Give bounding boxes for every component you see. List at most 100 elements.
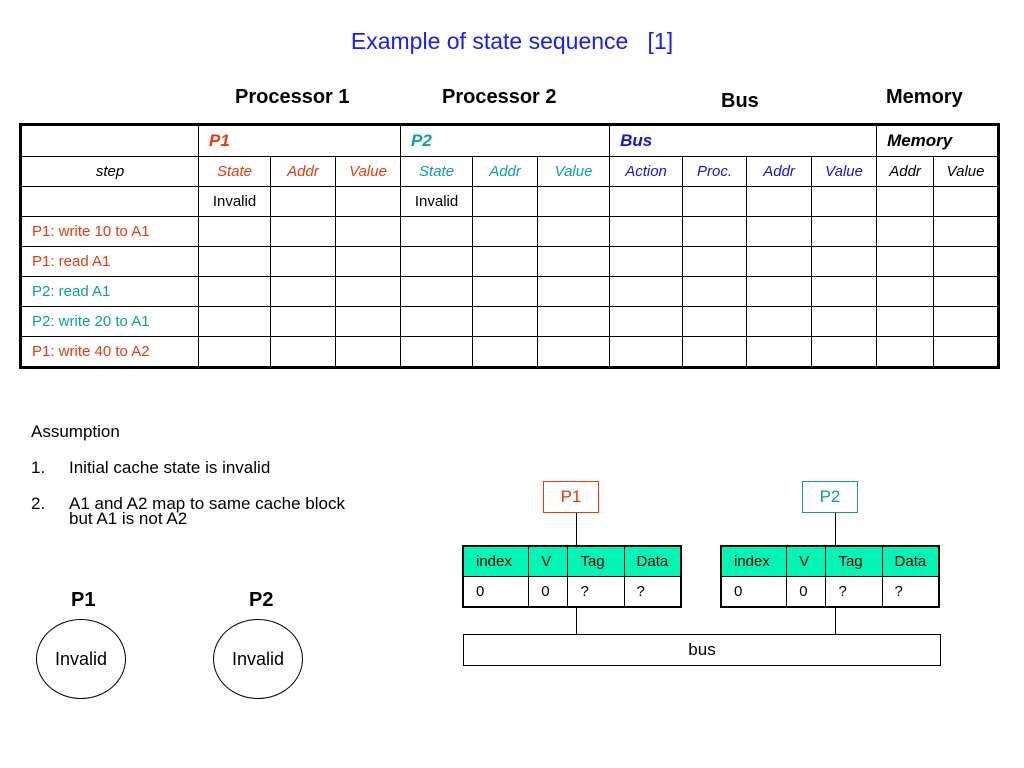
table-cell xyxy=(811,216,878,247)
table-cell xyxy=(876,336,935,368)
empty-header-cell xyxy=(20,124,199,157)
cache-row: 0 0 ? ? xyxy=(720,576,940,608)
p2-state-subheader: State xyxy=(400,156,474,187)
table-cell xyxy=(609,216,684,247)
table-cell xyxy=(472,336,539,368)
table-cell xyxy=(270,276,336,307)
table-cell xyxy=(609,186,684,217)
p2-state-circle-text: Invalid xyxy=(231,648,285,669)
processor2-heading: Processor 2 xyxy=(442,86,557,108)
p2-addr-subheader: Addr xyxy=(472,156,539,187)
p2-state-diagram-label: P2 xyxy=(249,589,274,611)
table-cell xyxy=(682,276,748,307)
table-cell xyxy=(400,336,474,368)
processor1-heading: Processor 1 xyxy=(235,86,350,108)
table-cell xyxy=(198,276,271,307)
table-row: P1: write 10 to A1 xyxy=(20,216,1000,247)
table-row: Invalid Invalid xyxy=(20,186,1000,217)
table-cell xyxy=(472,276,539,307)
memory-addr-subheader: Addr xyxy=(876,156,935,187)
p1-state-circle: Invalid xyxy=(36,619,126,699)
memory-group-header: Memory xyxy=(876,124,1000,157)
table-cell xyxy=(933,216,1000,247)
table-cell xyxy=(537,306,611,337)
table-cell xyxy=(270,306,336,337)
table-row: P2: write 20 to A1 xyxy=(20,306,1000,337)
cache-header-data: Data xyxy=(881,545,940,577)
step-cell: P1: write 40 to A2 xyxy=(20,336,199,368)
p1-processor-box: P1 xyxy=(543,481,599,513)
cache-header-index: index xyxy=(720,545,788,577)
table-cell xyxy=(472,186,539,217)
p1-group-header: P1 xyxy=(197,124,402,157)
table-cell xyxy=(609,276,684,307)
p2-cache-table: index V Tag Data 0 0 ? ? xyxy=(720,545,940,608)
table-cell xyxy=(198,306,271,337)
cache-cell-v: 0 xyxy=(786,576,827,608)
table-cell xyxy=(334,276,402,307)
table-cell xyxy=(537,276,611,307)
table-cell xyxy=(811,306,878,337)
p1-state-diagram-label: P1 xyxy=(71,589,96,611)
p1-cache-table: index V Tag Data 0 0 ? ? xyxy=(462,545,682,608)
table-cell xyxy=(933,336,1000,368)
table-cell xyxy=(746,306,813,337)
state-sequence-table: P1 P2 Bus Memory step State Addr Value S… xyxy=(19,123,1001,369)
bus-proc-subheader: Proc. xyxy=(682,156,748,187)
cache-header-index: index xyxy=(462,545,530,577)
table-cell xyxy=(400,246,474,277)
table-group-header-row: P1 P2 Bus Memory xyxy=(20,124,1000,157)
table-cell xyxy=(933,186,1000,217)
table-cell xyxy=(746,336,813,368)
table-cell xyxy=(198,336,271,368)
assumption-item-number: 1. xyxy=(31,458,46,477)
table-cell xyxy=(746,276,813,307)
table-cell xyxy=(609,306,684,337)
cache-header-v: V xyxy=(528,545,569,577)
table-cell xyxy=(334,216,402,247)
table-cell xyxy=(334,336,402,368)
p1-state-cell: Invalid xyxy=(198,186,271,217)
cache-cell-data: ? xyxy=(623,576,682,608)
cache-cell-tag: ? xyxy=(825,576,883,608)
cache-cell-index: 0 xyxy=(462,576,530,608)
cache-header-tag: Tag xyxy=(825,545,883,577)
bus-box: bus xyxy=(463,634,941,666)
table-cell xyxy=(746,186,813,217)
p1-state-subheader: State xyxy=(198,156,271,187)
table-cell xyxy=(334,186,402,217)
cache-row: 0 0 ? ? xyxy=(462,576,682,608)
step-cell: P2: read A1 xyxy=(20,276,199,307)
table-cell xyxy=(876,246,935,277)
assumption-block: Assumption 1. Initial cache state is inva… xyxy=(31,414,345,527)
memory-heading: Memory xyxy=(886,86,963,108)
cache-header-tag: Tag xyxy=(567,545,625,577)
table-subheader-row: step State Addr Value State Addr Value A… xyxy=(20,156,1000,187)
table-cell xyxy=(811,276,878,307)
table-cell xyxy=(198,216,271,247)
cache-cell-tag: ? xyxy=(567,576,625,608)
table-row: P1: read A1 xyxy=(20,246,1000,277)
p1-state-circle-text: Invalid xyxy=(54,648,108,669)
table-cell xyxy=(746,216,813,247)
table-cell xyxy=(811,246,878,277)
p2-processor-box: P2 xyxy=(802,481,858,513)
table-cell xyxy=(472,246,539,277)
cache-header-data: Data xyxy=(623,545,682,577)
p2-value-subheader: Value xyxy=(537,156,611,187)
p2-state-cell: Invalid xyxy=(400,186,474,217)
table-cell xyxy=(472,306,539,337)
p2-state-circle: Invalid xyxy=(213,619,303,699)
table-cell xyxy=(933,276,1000,307)
cache-cell-data: ? xyxy=(881,576,940,608)
table-cell xyxy=(400,306,474,337)
table-cell xyxy=(682,216,748,247)
table-cell xyxy=(746,246,813,277)
p2-group-header: P2 xyxy=(400,124,611,157)
cache-cell-index: 0 xyxy=(720,576,788,608)
assumption-item: 1. Initial cache state is invalid xyxy=(31,450,345,486)
table-cell xyxy=(876,276,935,307)
table-cell xyxy=(811,186,878,217)
table-cell xyxy=(933,306,1000,337)
table-cell xyxy=(400,216,474,247)
